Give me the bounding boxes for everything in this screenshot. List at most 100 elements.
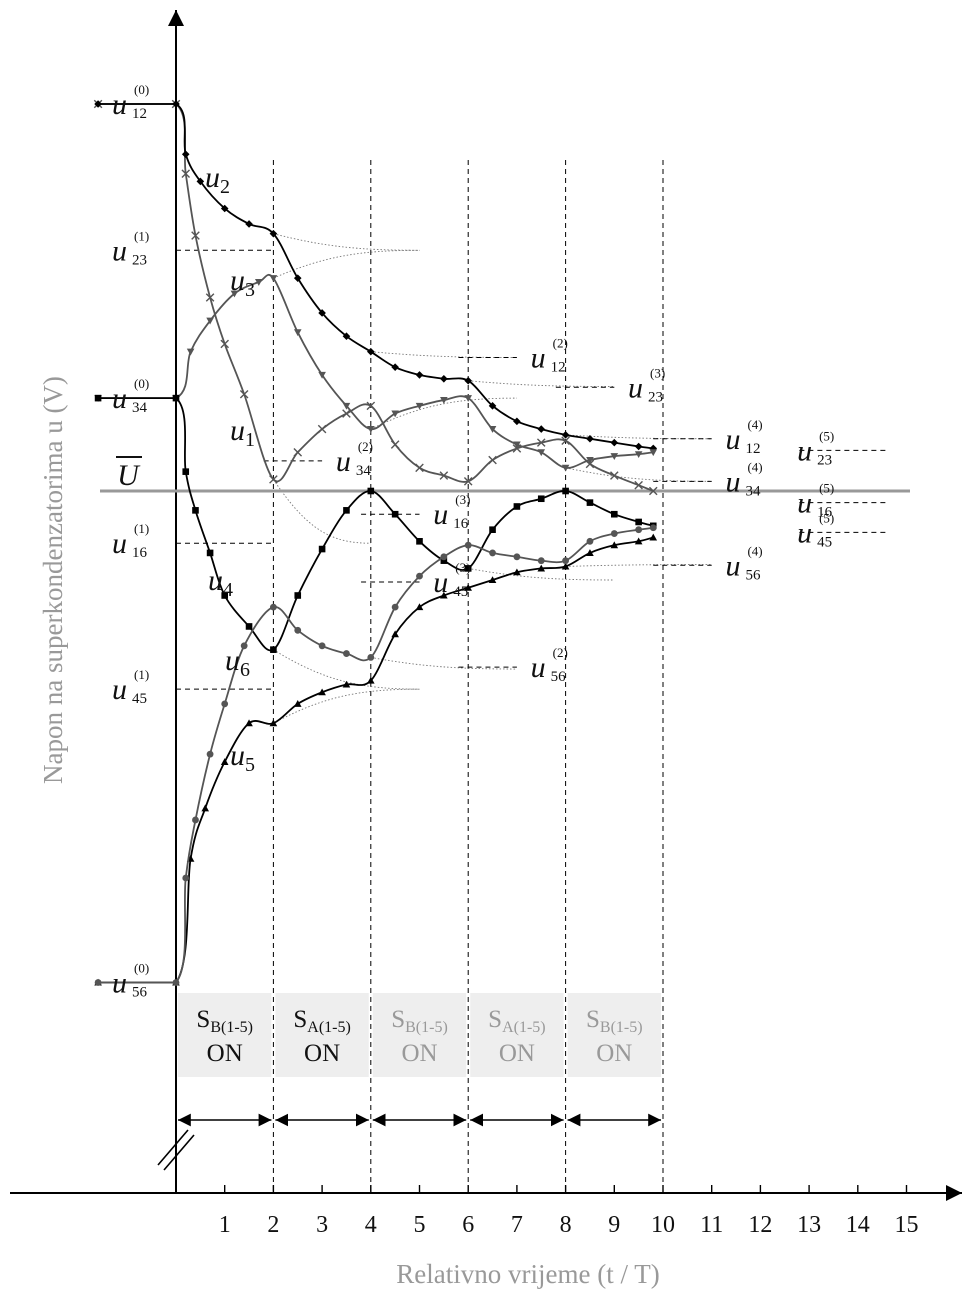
marker-diamond xyxy=(610,438,619,447)
u-label-sub: 23 xyxy=(817,452,832,468)
axis-break-mark xyxy=(163,1134,195,1171)
marker-triangle-down xyxy=(206,317,214,325)
switch-phase-box xyxy=(470,993,564,1077)
marker-triangle-up xyxy=(610,541,619,549)
marker-x xyxy=(439,471,449,480)
marker-diamond xyxy=(415,371,424,379)
inner-voltage-label: u 12 (2) xyxy=(531,335,568,375)
marker-square xyxy=(318,545,326,553)
curve-label-index: 1 xyxy=(245,429,255,451)
x-tick-label: 9 xyxy=(608,1212,620,1238)
curve-label-u3: u3 xyxy=(230,264,255,301)
u-label-sup: (3) xyxy=(650,365,665,380)
u-label-base: u xyxy=(112,382,127,415)
x-tick-label: 11 xyxy=(700,1212,723,1238)
marker-triangle-down xyxy=(186,348,195,356)
marker-square xyxy=(172,394,180,402)
u-label-sup: (0) xyxy=(134,82,149,97)
x-tick-label: 1 xyxy=(219,1212,231,1238)
series-line-u3 xyxy=(98,273,654,469)
u-label-base: u xyxy=(797,516,812,549)
marker-triangle-down xyxy=(342,402,351,410)
marker-x-stroke xyxy=(585,459,595,469)
u-label-sub: 45 xyxy=(817,534,832,550)
u-label-sub: 56 xyxy=(745,567,761,583)
marker-circle xyxy=(440,553,448,561)
u-label-sub: 16 xyxy=(132,545,148,561)
marker-circle xyxy=(192,816,199,824)
x-tick-label: 5 xyxy=(414,1212,426,1238)
u-label-base: u xyxy=(725,465,740,498)
series-u4 xyxy=(94,394,657,653)
marker-diamond xyxy=(196,177,205,186)
marker-x xyxy=(239,389,249,399)
switch-phase-state: ON xyxy=(499,1040,535,1067)
u-label-base: u xyxy=(531,651,546,684)
marker-x-stroke xyxy=(181,169,191,178)
u-label-base: u xyxy=(628,371,643,404)
marker-square xyxy=(513,503,521,510)
marker-triangle-down xyxy=(293,329,302,337)
u-label-sup: (4) xyxy=(747,543,762,558)
u-label-base: u xyxy=(725,423,740,456)
level-dash-lines xyxy=(176,249,888,690)
time-gridlines xyxy=(272,160,664,1193)
marker-circle xyxy=(513,553,521,561)
marker-x xyxy=(181,169,191,178)
asymptote-trace xyxy=(273,249,420,279)
x-tick-label: 4 xyxy=(365,1212,377,1238)
u-label-sub: 34 xyxy=(356,463,372,479)
inner-voltage-label: u 16 (3) xyxy=(433,492,470,532)
x-tick-label: 7 xyxy=(511,1212,523,1238)
marker-x-stroke xyxy=(610,471,619,480)
switch-phase-box xyxy=(372,993,467,1077)
marker-x-stroke xyxy=(342,409,351,418)
x-tick-label: 3 xyxy=(316,1212,328,1238)
marker-diamond xyxy=(513,417,521,426)
series-u5 xyxy=(94,533,658,986)
u-label-sub: 12 xyxy=(551,359,566,375)
x-axis-title: Relativno vrijeme (t / T) xyxy=(396,1259,659,1289)
marker-x xyxy=(561,436,570,445)
marker-circle xyxy=(270,603,277,611)
marker-diamond xyxy=(440,374,448,383)
marker-x-stroke xyxy=(634,480,643,490)
marker-triangle-down xyxy=(649,449,658,457)
marker-x xyxy=(293,448,303,457)
u-label-sup: (2) xyxy=(553,335,568,350)
marker-triangle-down xyxy=(367,426,375,433)
u-label-sub: 56 xyxy=(132,984,148,1000)
u-label-base: u xyxy=(112,673,127,706)
marker-circle xyxy=(318,642,326,650)
u-label-sup: (2) xyxy=(358,439,373,454)
marker-triangle-up xyxy=(586,549,594,556)
marker-x-stroke xyxy=(648,486,658,496)
y-axis-voltage-label: u 56 (0) xyxy=(112,960,149,1000)
marker-diamond xyxy=(561,431,570,439)
marker-circle xyxy=(367,654,375,661)
marker-triangle-up xyxy=(245,719,253,727)
marker-triangle-up xyxy=(391,630,399,638)
x-tick-label: 2 xyxy=(267,1212,279,1238)
mean-voltage-line: U xyxy=(100,456,910,493)
marker-square xyxy=(611,510,618,518)
marker-circle xyxy=(221,700,229,708)
marker-square xyxy=(464,565,472,572)
marker-triangle-down xyxy=(464,395,472,402)
marker-triangle-down xyxy=(440,397,448,404)
x-tick-label: 10 xyxy=(651,1212,675,1238)
marker-diamond xyxy=(464,376,472,385)
curve-label-index: 3 xyxy=(245,279,255,301)
u-label-sup: (0) xyxy=(134,960,149,975)
marker-triangle-down xyxy=(561,464,570,472)
marker-x-stroke xyxy=(239,389,249,399)
marker-x-stroke xyxy=(488,455,497,465)
curve-label-index: 4 xyxy=(223,579,233,601)
y-axis-voltage-label: u 34 (0) xyxy=(112,376,149,416)
u-label-base: u xyxy=(112,966,127,999)
u-label-sup: (0) xyxy=(134,376,149,391)
inner-voltage-label: u 56 (2) xyxy=(531,645,568,685)
series-group xyxy=(93,99,658,986)
marker-x xyxy=(415,463,424,473)
